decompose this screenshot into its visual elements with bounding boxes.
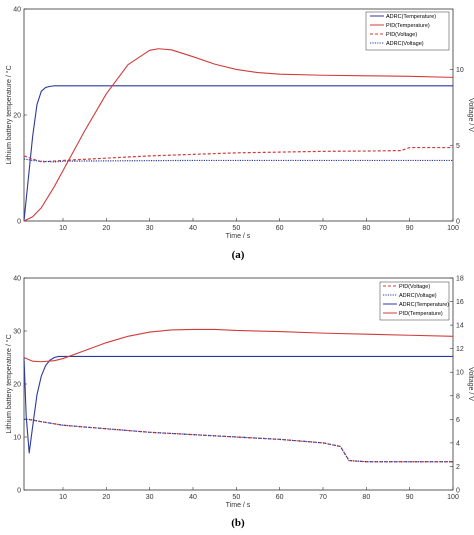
series-line-4	[23, 328, 454, 363]
x-tick-label: 10	[59, 494, 67, 501]
x-tick-label: 40	[189, 225, 197, 232]
legend-entry: PID(Voltage)	[386, 32, 417, 38]
chart-a-y-right-label: Voltage / V	[467, 98, 474, 132]
y-right-tick-label: 0	[456, 488, 460, 495]
x-tick-label: 90	[406, 494, 414, 501]
chart-a: 10 20 30 40 50 60 70 80 90 100 0 20 40 0 5 10 Time / …	[5, 7, 474, 262]
y-right-tick-label: 12	[456, 346, 464, 353]
chart-b-panel-label: (b)	[231, 517, 245, 529]
x-tick-label: 60	[276, 225, 284, 232]
chart-b-legend-box	[379, 281, 450, 321]
chart-b-y-left-ticks: 0 10 20 30 40	[13, 276, 27, 495]
y-left-tick-label: 40	[13, 7, 21, 14]
legend-entry: PID(Voltage)	[399, 284, 430, 290]
series-line-1	[23, 85, 453, 222]
y-left-tick-label: 30	[13, 329, 21, 336]
series-line-2	[23, 48, 454, 222]
x-tick-label: 100	[447, 494, 459, 501]
x-tick-label: 40	[189, 494, 197, 501]
chart-b-y-right-label: Voltage / V	[467, 367, 474, 401]
x-tick-label: 10	[59, 225, 67, 232]
series-line-4	[23, 158, 453, 163]
series-line-3	[23, 355, 453, 454]
y-left-tick-label: 0	[17, 488, 21, 495]
y-right-tick-label: 5	[456, 143, 460, 150]
y-left-tick-label: 10	[13, 435, 21, 442]
chart-a-legend-box	[365, 11, 450, 51]
legend-entry: PID(Temperature)	[386, 23, 430, 29]
y-right-tick-label: 8	[456, 393, 460, 400]
y-right-tick-label: 4	[456, 440, 460, 447]
y-right-tick-label: 14	[456, 323, 464, 330]
series-line-3	[23, 146, 453, 163]
x-tick-label: 20	[102, 494, 110, 501]
chart-a-y-left-label: Lithium battery temperature / °C	[5, 65, 13, 164]
x-tick-label: 90	[406, 225, 414, 232]
y-left-tick-label: 20	[13, 382, 21, 389]
y-right-tick-label: 6	[456, 417, 460, 424]
legend-entry: ADRC(Temperature)	[386, 14, 436, 20]
chart-a-legend: ADRC(Temperature) PID(Temperature) PID(Vol…	[365, 11, 450, 51]
series-line-2	[24, 418, 453, 463]
chart-a-series	[23, 48, 454, 222]
x-tick-label: 60	[276, 494, 284, 501]
chart-a-x-ticks: 10 20 30 40 50 60 70 80 90 100	[59, 218, 459, 232]
legend-entry: ADRC(Temperature)	[399, 302, 449, 308]
y-right-tick-label: 0	[456, 219, 460, 226]
chart-a-x-label: Time / s	[226, 233, 251, 240]
chart-b-series	[23, 328, 454, 463]
x-tick-label: 50	[232, 494, 240, 501]
x-tick-label: 100	[447, 225, 459, 232]
x-tick-label: 30	[146, 225, 154, 232]
chart-b-legend: PID(Voltage) ADRC(Voltage) ADRC(Temperatur…	[379, 281, 450, 321]
x-tick-label: 70	[319, 225, 327, 232]
y-right-tick-label: 10	[456, 370, 464, 377]
y-left-tick-label: 0	[17, 219, 21, 226]
y-right-tick-label: 2	[456, 464, 460, 471]
legend-entry: PID(Temperature)	[399, 311, 443, 317]
y-left-tick-label: 40	[13, 276, 21, 283]
chart-b-y-right-ticks: 0 2 4 6 8 10 12 14 16 18	[450, 276, 464, 495]
chart-b-x-label: Time / s	[226, 502, 251, 509]
chart-b-y-left-label: Lithium battery temperature / °C	[5, 334, 13, 433]
x-tick-label: 80	[362, 494, 370, 501]
y-left-tick-label: 20	[13, 113, 21, 120]
chart-a-panel-label: (a)	[232, 249, 245, 261]
chart-a-y-right-ticks: 0 5 10	[450, 67, 464, 226]
x-tick-label: 50	[232, 225, 240, 232]
x-tick-label: 20	[102, 225, 110, 232]
y-right-tick-label: 10	[456, 67, 464, 74]
chart-b-x-ticks: 10 20 30 40 50 60 70 80 90 100	[59, 487, 459, 501]
x-tick-label: 80	[362, 225, 370, 232]
y-right-tick-label: 18	[456, 276, 464, 283]
x-tick-label: 70	[319, 494, 327, 501]
y-right-tick-label: 16	[456, 299, 464, 306]
legend-entry: ADRC(Voltage)	[386, 41, 424, 47]
x-tick-label: 30	[146, 494, 154, 501]
legend-entry: ADRC(Voltage)	[399, 293, 437, 299]
